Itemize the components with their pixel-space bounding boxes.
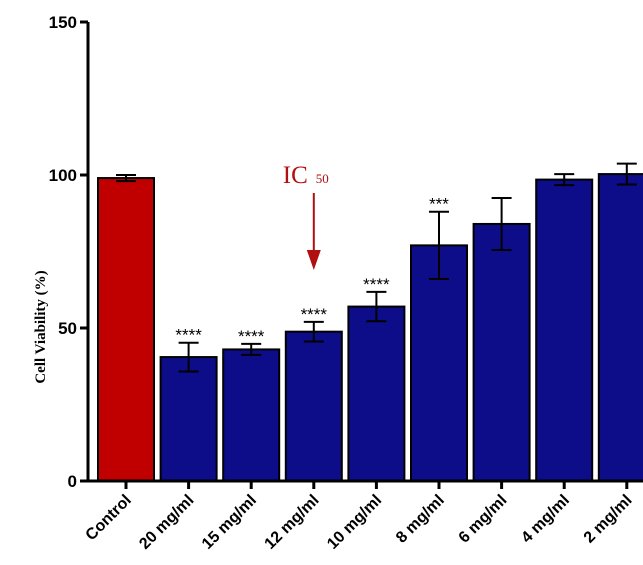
bar [97,177,155,482]
y-axis-label: Cell Viability (%) [33,270,49,383]
error-bar [429,210,449,281]
bar [597,173,643,482]
x-tick-label: 12 mg/ml [262,492,323,553]
x-tick-label: 10 mg/ml [324,492,385,553]
significance-label: **** [301,305,328,324]
y-tick-label: 0 [68,472,77,491]
bar [472,222,531,483]
y-tick-label: 100 [49,166,77,185]
bar [410,244,468,482]
bar [347,305,406,482]
bar [159,356,218,483]
ic50-subscript: 50 [316,171,329,186]
x-axis: Control 20 mg/ml 15 mg/ml 12 mg/ml 10 mg/ml 8… [83,479,643,553]
significance-label: **** [175,326,202,345]
error-bar [116,174,136,183]
error-bar [491,196,512,251]
bar [284,330,343,482]
significance-label: **** [363,275,390,294]
error-bar [554,173,575,187]
y-axis: 0 50 100 150 [49,13,90,491]
error-bar [303,320,324,343]
ic50-label: IC [283,162,308,189]
error-bar [616,162,637,186]
x-tick-label: 4 mg/ml [518,492,573,547]
y-tick-label: 50 [58,319,77,338]
x-tick-label: 15 mg/ml [199,492,260,553]
ic50-annotation: IC 50 [283,162,329,270]
x-tick-label: 20 mg/ml [136,492,197,553]
x-tick-label: 6 mg/ml [456,492,511,547]
ic50-arrow-head [306,250,321,270]
y-tick-label: 150 [49,13,77,32]
bars: **** *************** [97,162,643,483]
x-tick-label: 2 mg/ml [581,492,636,547]
bar [222,348,281,483]
significance-label: *** [429,195,449,214]
significance-label: **** [238,327,265,346]
error-bar [241,342,262,356]
x-tick-label: 8 mg/ml [393,492,448,547]
x-tick-label: Control [83,492,135,544]
error-bar [366,290,387,323]
error-bar [178,341,199,373]
bar [535,178,594,482]
